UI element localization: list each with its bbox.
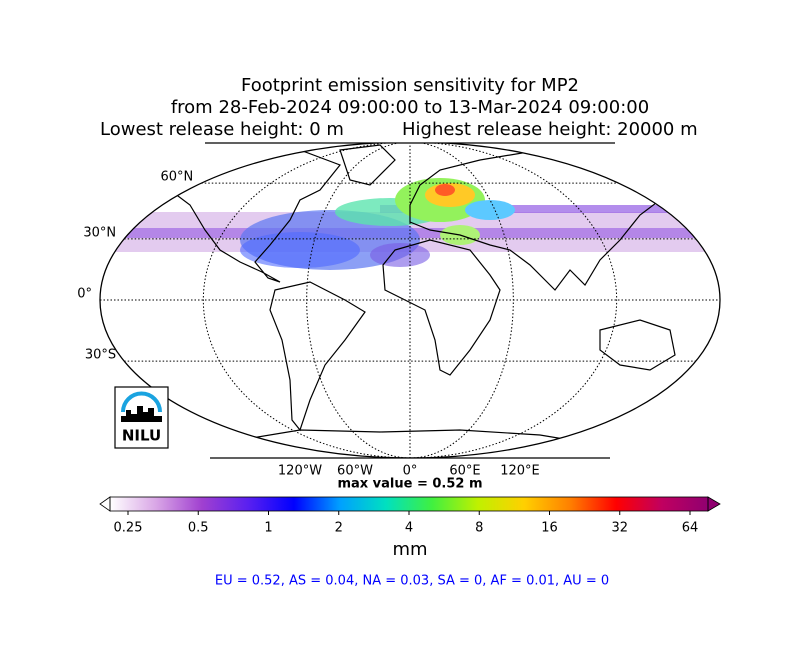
logo-text: NILU	[122, 427, 161, 445]
logo: NILU	[114, 386, 169, 449]
lon-label: 120°E	[500, 464, 540, 479]
map	[99, 143, 721, 458]
lat-label: 30°N	[83, 225, 116, 240]
map-border	[99, 143, 721, 458]
axis-labels: 60°N 30°N 0° 30°S 120°W 60°W 0° 60°E 120°E	[77, 170, 540, 479]
coastlines	[169, 144, 682, 458]
colorbar-tick-label: 64	[682, 521, 699, 536]
colorbar-end	[707, 496, 721, 512]
graticule	[100, 143, 720, 458]
colorbar-tick-label: 32	[611, 521, 628, 536]
colorbar-tick-label: 0.25	[114, 521, 143, 536]
lat-label: 30°S	[85, 348, 116, 363]
lon-label: 60°E	[449, 464, 480, 479]
colorbar-tick-label: 0.5	[188, 521, 209, 536]
region-stats: EU = 0.52, AS = 0.04, NA = 0.03, SA = 0,…	[215, 574, 609, 589]
lon-label: 60°W	[337, 464, 373, 479]
colorbar-tick-label: 16	[541, 521, 558, 536]
colorbar-bar	[110, 497, 708, 511]
colorbar-end	[99, 496, 111, 512]
lat-label: 60°N	[160, 170, 193, 185]
lon-label: 120°W	[278, 464, 322, 479]
meridian	[306, 143, 411, 458]
release-high: Highest release height: 20000 m	[402, 119, 698, 140]
title-line: from 28-Feb-2024 09:00:00 to 13-Mar-2024…	[171, 97, 649, 118]
colorbar-tick-label: 4	[405, 521, 413, 536]
title-line: Footprint emission sensitivity for MP2	[241, 75, 579, 96]
colorbar-tick-label: 2	[335, 521, 343, 536]
colorbar: 0.25 0.5 1 2 4 8 16 32 64	[99, 496, 721, 536]
meridian	[409, 143, 514, 458]
max-value: max value = 0.52 m	[337, 477, 482, 492]
lon-label: 0°	[403, 464, 418, 479]
colorbar-unit: mm	[392, 539, 427, 560]
colorbar-tick-label: 8	[475, 521, 483, 536]
lat-label: 0°	[77, 287, 92, 302]
colorbar-tick-label: 1	[264, 521, 272, 536]
meridian	[202, 143, 411, 458]
meridian	[409, 143, 618, 458]
release-low: Lowest release height: 0 m	[100, 119, 344, 140]
